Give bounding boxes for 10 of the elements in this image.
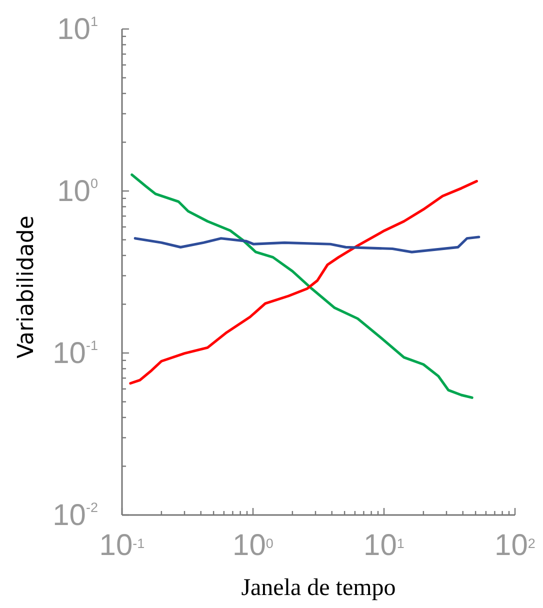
y-tick-label: 10$^{-1}$ (52, 336, 98, 370)
y-axis-title: Variabilidade (14, 216, 39, 358)
x-tick-label: 10$^{0}$ (232, 529, 274, 562)
x-tick-label: 10$^{2}$ (494, 529, 536, 562)
y-tick-label: 10$^{0}$ (57, 174, 98, 208)
x-tick-label: 10$^{1}$ (364, 529, 404, 562)
x-axis-title: Janela de tempo (241, 575, 396, 601)
x-tick-label: 10$^{-1}$ (99, 529, 145, 562)
y-tick-label: 10$^{1}$ (57, 12, 98, 46)
y-tick-label: 10$^{-2}$ (52, 498, 98, 532)
